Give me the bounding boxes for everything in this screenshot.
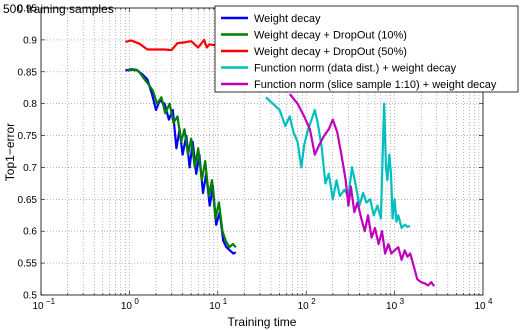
series-line-3: [125, 38, 218, 52]
x-tick-label: 10: [121, 301, 133, 312]
y-tick-label: 0.5: [23, 291, 37, 302]
series-layer: [125, 38, 435, 287]
y-tick-label: 0.65: [18, 195, 38, 206]
legend-label-4: Function norm (data dist.) + weight deca…: [254, 63, 457, 75]
x-tick-exponent: 4: [488, 297, 493, 306]
y-axis-label: Top1−error: [3, 123, 17, 181]
x-tick-label: 10: [32, 301, 44, 312]
x-tick-exponent: 0: [134, 297, 139, 306]
series-line-5: [288, 93, 435, 287]
y-tick-label: 0.7: [23, 163, 37, 174]
x-tick-label: 10: [474, 301, 486, 312]
y-tick-label: 0.9: [23, 35, 37, 46]
legend-label-2: Weight decay + DropOut (10%): [254, 30, 407, 42]
legend-label-1: Weight decay: [254, 13, 321, 25]
x-tick-exponent: 3: [400, 297, 405, 306]
y-tick-label: 0.95: [18, 4, 38, 15]
y-tick-label: 0.55: [18, 259, 38, 270]
legend-label-3: Weight decay + DropOut (50%): [254, 46, 407, 58]
y-tick-label: 0.6: [23, 227, 37, 238]
series-line-4: [265, 96, 411, 230]
legend: Weight decay Weight decay + DropOut (10%)…: [214, 5, 519, 93]
x-axis-label: Training time: [228, 315, 297, 329]
x-tick-exponent: 2: [311, 297, 316, 306]
y-tick-label: 0.85: [18, 67, 38, 78]
x-tick-label: 10: [386, 301, 398, 312]
x-tick-exponent: −1: [46, 297, 56, 306]
legend-label-5: Function norm (slice sample 1:10) + weig…: [254, 79, 497, 91]
legend-box: [214, 5, 519, 93]
y-tick-label: 0.75: [18, 131, 38, 142]
x-tick-label: 10: [298, 301, 310, 312]
series-line-2: [127, 68, 237, 249]
chart-title: 500 training samples: [3, 2, 114, 16]
x-tick-label: 10: [209, 301, 221, 312]
x-tick-exponent: 1: [223, 297, 228, 306]
y-tick-label: 0.8: [23, 99, 37, 110]
